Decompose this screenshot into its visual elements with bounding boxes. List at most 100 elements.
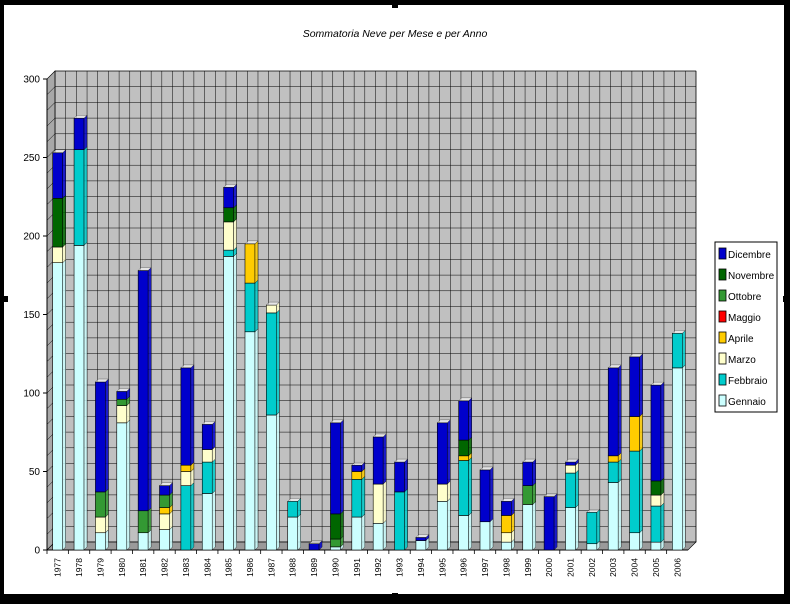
x-tick-label: 1980 [117,558,127,577]
y-tick-label: 200 [23,232,40,243]
bar-segment [351,464,363,472]
bar-segment [415,537,427,541]
x-tick-label: 2005 [651,558,661,577]
bar-segment [137,510,149,534]
x-tick-label: 1997 [480,558,490,577]
bar-segment-side [212,489,216,551]
x-tick-label: 1983 [181,558,191,577]
x-tick-label: 2002 [587,558,597,577]
bar-segment [308,543,320,551]
bar-segment [180,367,192,466]
bar-segment-side [660,381,665,482]
bar-segment [159,513,170,530]
bar-segment-side [105,529,109,551]
bar-segment [73,245,85,551]
bar-segment [586,512,598,545]
x-tick-label: 1993 [395,558,405,577]
bar-segment-side [575,469,579,509]
bar-segment [137,270,149,512]
bar-top [329,419,344,424]
bar-segment [159,494,170,508]
bar-top [543,493,558,497]
bar-segment-side [639,447,643,534]
bar-segment-side [212,420,216,451]
bar-top [116,388,131,392]
x-tick-label: 1978 [74,558,84,577]
bar-segment-side [575,504,579,551]
bar-segment-side [190,482,195,551]
bar-segment [244,331,256,551]
bar-segment-side [254,328,259,551]
bar-top [287,498,302,502]
bar-segment [287,501,299,518]
selection-handle-bottom[interactable] [392,593,398,599]
bar-segment-side [618,458,622,483]
selection-handle-top[interactable] [392,2,398,8]
legend-label: Dicembre [728,250,771,261]
selection-handle-right[interactable] [783,296,789,302]
bar-segment [458,515,469,551]
bar-segment [522,504,534,551]
bar-segment [201,449,213,463]
bar-segment [501,515,512,534]
bar-segment [116,405,128,424]
bar-top [565,458,579,463]
bar-segment-side [361,475,366,518]
bar-top [180,364,195,369]
legend-swatch [718,268,727,281]
bar-segment-side [682,329,686,369]
bar-segment [180,471,192,486]
bar-segment-side [340,510,344,540]
x-tick-label: 1977 [53,558,63,577]
bar-segment-side [511,511,515,534]
legend-swatch [718,373,727,386]
x-tick-label: 1987 [266,558,276,577]
bar-top [671,330,686,334]
bar-segment [372,523,384,551]
bar-top [394,458,409,463]
bar-segment [607,482,619,551]
bar-segment-side [382,433,387,485]
bar-segment [501,532,512,543]
bar-segment [650,480,662,496]
bar-top [415,534,430,538]
y-tick-label: 50 [29,467,41,478]
bar-segment [223,256,234,551]
bar-top [223,184,238,188]
bar-segment [458,460,469,516]
bar-segment-side [361,513,366,551]
legend-label: Aprile [728,334,754,345]
bar-segment [266,414,277,551]
bar-segment-side [618,364,622,457]
bar-segment-side [447,480,451,502]
gridline-side [46,102,56,111]
bar-segment-side [553,493,558,551]
bar-segment [330,422,341,515]
bar-top [94,378,109,383]
bar-segment-side [639,413,643,452]
gridline-side [46,133,56,142]
bar-segment [52,198,63,248]
bar-segment [458,439,469,457]
bar-segment-side [382,480,387,524]
gridline-side [46,117,56,127]
bar-segment [522,485,534,505]
bar-segment-side [147,507,152,534]
bar-top [159,482,173,486]
bar-segment [372,483,384,524]
bar-segment [223,187,234,209]
bar-segment [159,529,170,551]
x-tick-label: 2001 [565,558,575,577]
x-tick-label: 2003 [608,558,618,577]
bar-segment-side [532,500,536,551]
selection-handle-left[interactable] [2,296,8,302]
bar-segment [95,516,106,534]
bar-segment-side [596,508,601,545]
bar-segment-side [147,267,152,512]
bar-segment [116,398,128,406]
bar-segment [244,243,256,284]
bar-segment [607,461,619,483]
bar-top [265,301,280,306]
bar-segment [629,356,640,417]
